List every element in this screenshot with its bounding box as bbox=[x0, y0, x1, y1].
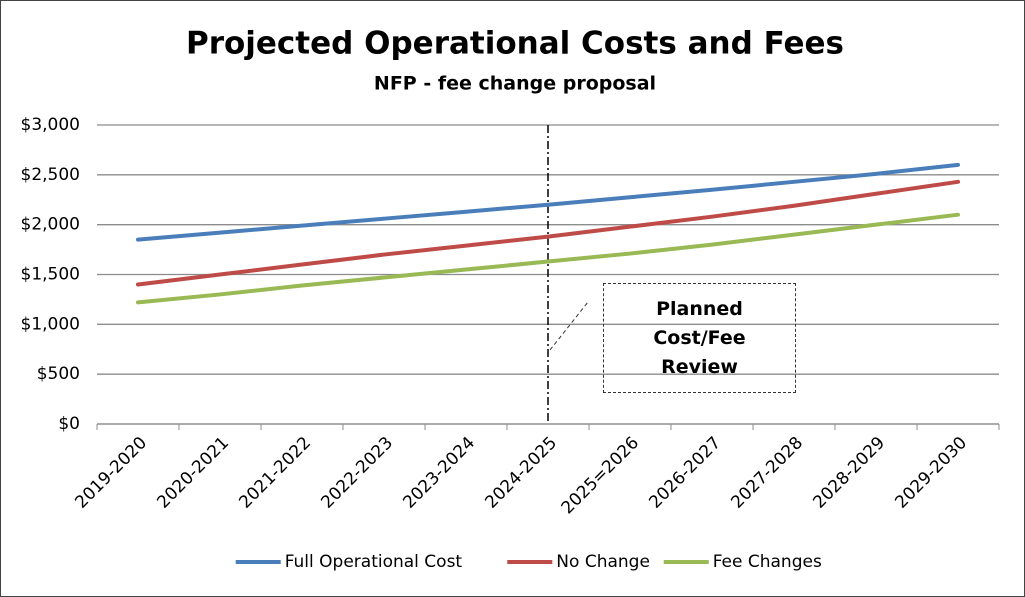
chart-subtitle: NFP - fee change proposal bbox=[374, 73, 656, 95]
y-tick-label: $1,500 bbox=[21, 265, 80, 285]
annotation: Planned Cost/Fee Review bbox=[603, 283, 796, 393]
x-tick-label: 2026-2027 bbox=[645, 433, 725, 513]
x-tick-label: 2029-2030 bbox=[891, 433, 971, 513]
annotation-connector bbox=[549, 301, 589, 351]
y-tick-label: $500 bbox=[37, 364, 80, 384]
series-line bbox=[136, 179, 960, 287]
series-line bbox=[136, 162, 960, 242]
legend-label: Fee Changes bbox=[713, 552, 822, 572]
legend-label: No Change bbox=[556, 552, 650, 572]
x-tick-label: 2023-2024 bbox=[399, 433, 479, 513]
y-tick-label: $3,000 bbox=[21, 115, 80, 135]
x-tick-label: 2024-2025 bbox=[481, 433, 561, 513]
chart-title: Projected Operational Costs and Fees bbox=[186, 26, 844, 62]
series-line bbox=[136, 212, 960, 305]
x-tick-label: 2027-2028 bbox=[727, 433, 807, 513]
x-tick-label: 2021-2022 bbox=[235, 433, 315, 513]
x-tick-label: 2020-2021 bbox=[153, 433, 233, 513]
x-tick-label: 2019-2020 bbox=[71, 433, 151, 513]
y-tick-label: $2,000 bbox=[21, 215, 80, 235]
legend-label: Full Operational Cost bbox=[285, 552, 463, 572]
y-tick-label: $2,500 bbox=[21, 165, 80, 185]
y-tick-label: $0 bbox=[58, 414, 80, 434]
x-tick-label: 2025=2026 bbox=[558, 433, 643, 518]
x-tick-label: 2022-2023 bbox=[317, 433, 397, 513]
x-tick-label: 2028-2029 bbox=[809, 433, 889, 513]
y-tick-label: $1,000 bbox=[21, 314, 80, 334]
